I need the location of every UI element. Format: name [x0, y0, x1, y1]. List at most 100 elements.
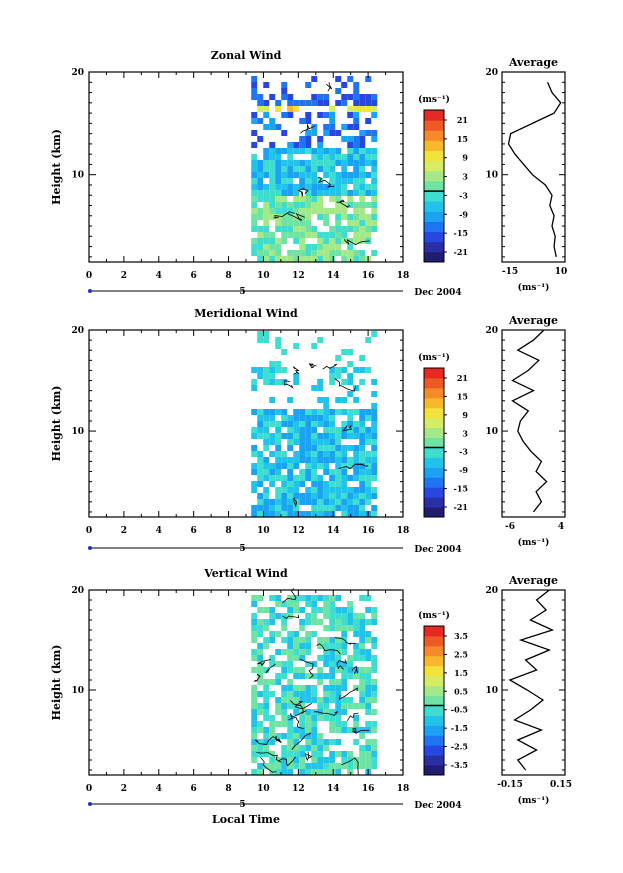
heatmap-cell [347, 106, 354, 112]
heatmap-cell [371, 505, 378, 511]
heatmap-cell [365, 433, 372, 439]
heatmap-cell [335, 661, 342, 667]
heatmap-cell [305, 184, 312, 190]
heatmap-cell [299, 673, 306, 679]
heatmap-cell [317, 94, 324, 100]
heatmap-cell [353, 202, 360, 208]
heatmap-cell [251, 751, 258, 757]
heatmap-cell [317, 607, 324, 613]
heatmap-cell [299, 745, 306, 751]
heatmap-cell [365, 118, 372, 124]
profile-y-tick-label: 20 [485, 586, 498, 596]
heatmap-cell [365, 337, 372, 343]
heatmap-cell [365, 493, 372, 499]
heatmap-cell [317, 196, 324, 202]
heatmap-cell [317, 244, 324, 250]
heatmap-cell [257, 214, 264, 220]
x-tick-label: 6 [191, 784, 197, 794]
heatmap-cell [353, 190, 360, 196]
colorbar-swatch [424, 437, 444, 448]
heatmap-cell [347, 751, 354, 757]
heatmap-cell [293, 487, 300, 493]
heatmap-cell [269, 511, 276, 517]
heatmap-cell [251, 703, 258, 709]
heatmap-cell [329, 499, 336, 505]
heatmap-cell [287, 94, 294, 100]
heatmap-cell [251, 166, 258, 172]
colorbar-swatch [424, 368, 444, 379]
heatmap-cell [257, 373, 264, 379]
y-axis-label: Height (km) [50, 386, 63, 462]
heatmap-cell [281, 208, 288, 214]
heatmap-cell [353, 445, 360, 451]
heatmap-cell [329, 148, 336, 154]
heatmap-cell [269, 727, 276, 733]
heatmap-cell [263, 172, 270, 178]
heatmap-cell [335, 691, 342, 697]
x-tick-label: 10 [257, 784, 270, 794]
heatmap-cell [335, 643, 342, 649]
heatmap-cell [347, 655, 354, 661]
heatmap-cell [341, 100, 348, 106]
heatmap-cell [269, 607, 276, 613]
heatmap-cell [257, 505, 264, 511]
heatmap-cell [287, 727, 294, 733]
heatmap-cell [281, 769, 288, 775]
heatmap-cell [299, 691, 306, 697]
heatmap-cell [257, 463, 264, 469]
heatmap-cell [293, 607, 300, 613]
heatmap-cell [311, 445, 318, 451]
heatmap-cells [251, 76, 378, 262]
colorbar-swatch [424, 645, 444, 657]
heatmap-cell [257, 679, 264, 685]
heatmap-cell [287, 160, 294, 166]
heatmap-cell [359, 142, 366, 148]
heatmap-cell [335, 76, 342, 82]
heatmap-cell [359, 475, 366, 481]
heatmap-cell [317, 709, 324, 715]
y-tick-label: 10 [71, 427, 84, 437]
heatmap-cell [353, 487, 360, 493]
heatmap-cell [317, 643, 324, 649]
heatmap-cell [251, 733, 258, 739]
heatmap-cell [257, 409, 264, 415]
heatmap-cell [305, 499, 312, 505]
heatmap-cell [335, 487, 342, 493]
heatmap-cell [329, 643, 336, 649]
heatmap-cell [311, 613, 318, 619]
heatmap-cell [359, 637, 366, 643]
heatmap-cell [335, 619, 342, 625]
x-tick-label: 6 [191, 271, 197, 281]
heatmap-cell [263, 421, 270, 427]
heatmap-cell [299, 142, 306, 148]
colorbar-tick-label: 3.5 [454, 631, 468, 641]
heatmap-cell [263, 160, 270, 166]
heatmap-cell [287, 481, 294, 487]
heatmap-cell [341, 397, 348, 403]
heatmap-cell [311, 385, 318, 391]
heatmap-cell [275, 124, 282, 130]
heatmap-cell [263, 487, 270, 493]
heatmap-cell [329, 709, 336, 715]
heatmap-cell [329, 481, 336, 487]
heatmap-cell [335, 697, 342, 703]
heatmap-cell [317, 703, 324, 709]
heatmap-cell [347, 76, 354, 82]
heatmap-cell [257, 661, 264, 667]
heatmap-cell [251, 757, 258, 763]
heatmap-cell [329, 613, 336, 619]
heatmap-cell [251, 625, 258, 631]
contour-line [257, 659, 271, 666]
heatmap-cell [311, 196, 318, 202]
heatmap-cell [287, 643, 294, 649]
heatmap-cell [371, 685, 378, 691]
heatmap-cell [335, 637, 342, 643]
heatmap-cell [269, 733, 276, 739]
heatmap-cell [347, 763, 354, 769]
heatmap-cell [287, 427, 294, 433]
colorbar-swatch [424, 387, 444, 399]
heatmap-cell [359, 439, 366, 445]
heatmap-cell [251, 142, 258, 148]
heatmap-cell [323, 505, 330, 511]
contour-line [277, 756, 296, 767]
